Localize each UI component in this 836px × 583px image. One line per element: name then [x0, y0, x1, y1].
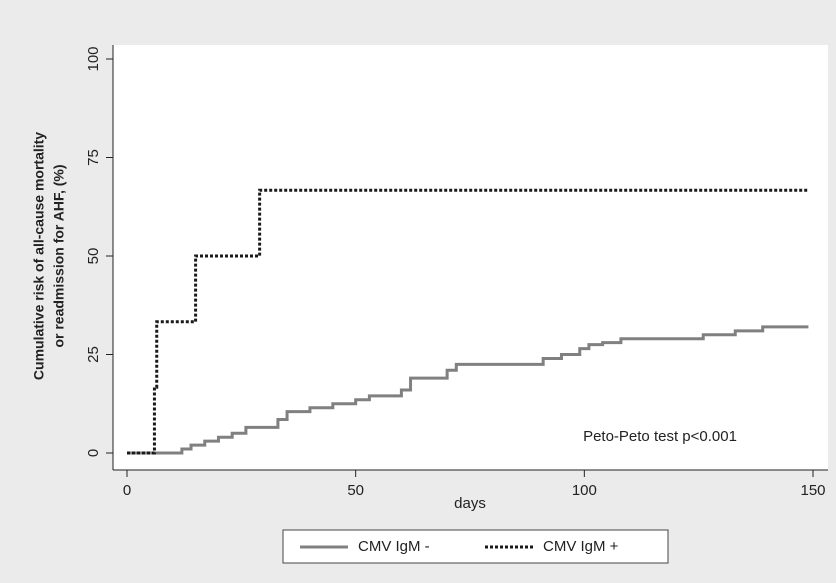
y-axis-label: or readmission for AHF, (%)	[51, 164, 67, 347]
y-tick-label: 25	[85, 346, 102, 363]
x-axis-label: days	[454, 495, 486, 512]
x-tick-label: 0	[123, 482, 131, 499]
x-tick-label: 50	[347, 482, 364, 499]
step-line	[127, 325, 809, 455]
y-tick-label: 75	[85, 149, 102, 166]
y-tick-label: 100	[85, 46, 102, 71]
x-tick-label: 100	[572, 482, 597, 499]
legend-label: CMV IgM +	[543, 538, 619, 555]
step-line	[127, 188, 809, 455]
legend-label: CMV IgM -	[358, 538, 430, 555]
y-axis-label: Cumulative risk of all-cause mortality	[31, 132, 47, 380]
y-tick-label: 0	[85, 449, 102, 457]
annotation: Peto-Peto test p<0.001	[583, 428, 737, 445]
y-tick-label: 50	[85, 248, 102, 265]
x-tick-label: 150	[800, 482, 825, 499]
